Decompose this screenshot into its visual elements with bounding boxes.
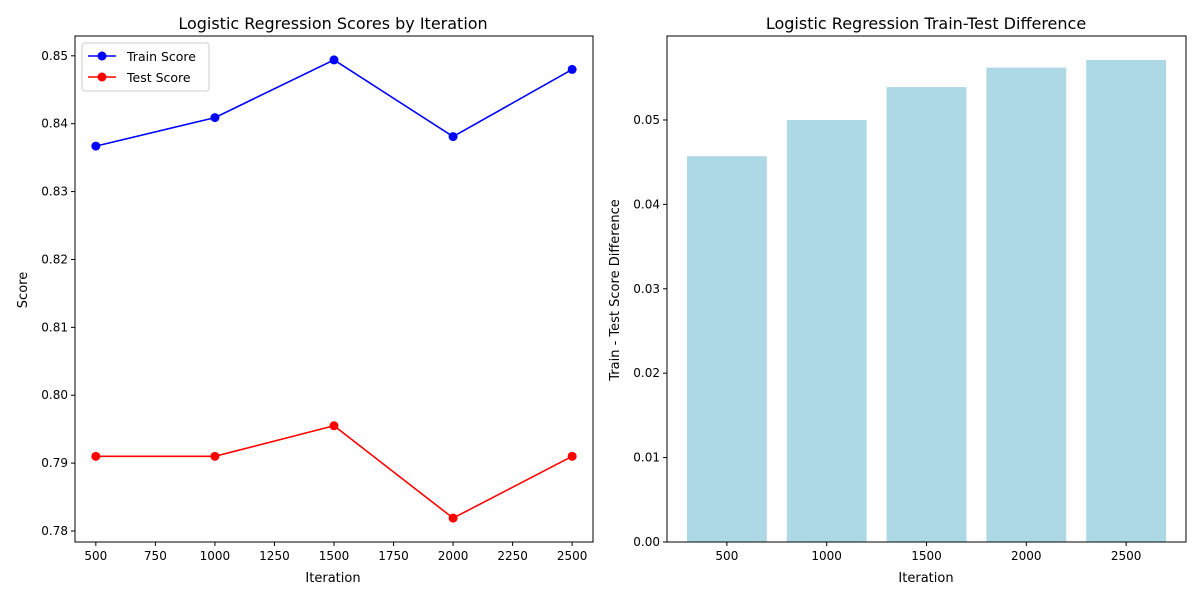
difference-bar	[1086, 60, 1167, 542]
legend-test-label: Test Score	[126, 70, 191, 85]
test-score-point	[210, 451, 220, 461]
scores-line-chart: Logistic Regression Scores by Iteration …	[16, 14, 594, 586]
difference-bar	[686, 156, 767, 543]
right-chart-title: Logistic Regression Train-Test Differenc…	[766, 14, 1086, 33]
right-x-tick-label: 2500	[1111, 549, 1142, 563]
difference-bar	[786, 119, 867, 542]
left-y-axis-label: Score	[16, 272, 31, 308]
right-y-tick-label: 0.03	[633, 282, 660, 296]
train-score-point	[567, 64, 577, 74]
test-score-point	[329, 421, 339, 431]
difference-bar-chart: Logistic Regression Train-Test Differenc…	[608, 14, 1187, 586]
train-score-point	[448, 132, 458, 142]
left-x-axis-label: Iteration	[305, 571, 360, 586]
right-x-tick-label: 500	[715, 549, 738, 563]
test-score-line	[95, 424, 573, 520]
legend-train-label: Train Score	[126, 49, 196, 64]
left-y-tick-label: 0.85	[41, 49, 68, 63]
train-score-point	[91, 141, 101, 151]
left-series-group	[91, 55, 577, 523]
left-x-tick-label: 2250	[497, 549, 528, 563]
test-score-point	[567, 451, 577, 461]
right-x-axis-label: Iteration	[898, 571, 953, 586]
right-y-axis-label: Train - Test Score Difference	[608, 199, 623, 381]
left-y-tick-label: 0.82	[41, 252, 68, 266]
left-y-tick-label: 0.84	[41, 117, 68, 131]
left-y-tick-label: 0.81	[41, 320, 68, 334]
right-x-tick-label: 1000	[811, 549, 842, 563]
left-x-tick-label: 2500	[557, 549, 588, 563]
left-x-tick-label: 2000	[438, 549, 469, 563]
right-plot-frame	[666, 35, 1187, 543]
test-score-point	[448, 513, 458, 523]
left-plot-frame	[74, 35, 594, 543]
right-y-tick-label: 0.01	[633, 451, 660, 465]
left-x-tick-label: 500	[84, 549, 107, 563]
legend: Train Score Test Score	[81, 42, 210, 92]
left-y-tick-label: 0.78	[41, 524, 68, 538]
legend-train-marker	[97, 51, 107, 61]
test-score-point	[91, 451, 101, 461]
legend-box	[81, 42, 210, 92]
left-x-tick-label: 750	[144, 549, 167, 563]
left-x-tick-label: 1000	[200, 549, 231, 563]
left-chart-title: Logistic Regression Scores by Iteration	[178, 14, 487, 33]
right-y-tick-label: 0.00	[633, 535, 660, 549]
difference-bar	[886, 87, 967, 543]
legend-test-marker	[97, 72, 107, 82]
left-x-tick-label: 1500	[319, 549, 350, 563]
right-x-tick-label: 1500	[911, 549, 942, 563]
right-tick-group: 500 1000 1500 2000 2500 0.00 0.01 0.02 0.03 0.04 0…	[633, 113, 1141, 563]
train-score-point	[210, 113, 220, 123]
left-y-tick-label: 0.79	[41, 456, 68, 470]
right-y-tick-label: 0.02	[633, 366, 660, 380]
left-tick-group: 500 750 1000 1250 1500 1750 2000 2250 2500 0.78 0.…	[41, 49, 587, 563]
left-y-tick-label: 0.83	[41, 185, 68, 199]
right-bar-group	[686, 60, 1167, 543]
train-score-point	[329, 55, 339, 65]
right-x-tick-label: 2000	[1011, 549, 1042, 563]
right-y-tick-label: 0.05	[633, 113, 660, 127]
left-x-tick-label: 1250	[259, 549, 290, 563]
left-y-tick-label: 0.80	[41, 388, 68, 402]
right-y-tick-label: 0.04	[633, 197, 660, 211]
left-x-tick-label: 1750	[378, 549, 409, 563]
difference-bar	[986, 67, 1067, 543]
